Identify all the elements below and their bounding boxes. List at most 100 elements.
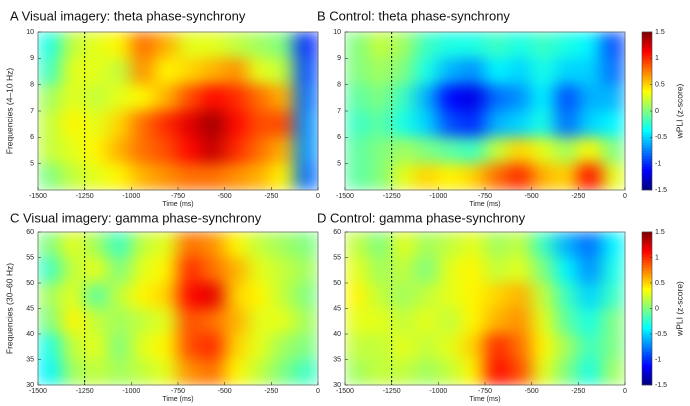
colorbar-swatch bbox=[642, 63, 652, 67]
colorbar-swatch bbox=[642, 313, 652, 317]
heatmap-cell bbox=[271, 110, 295, 138]
colorbar-swatch bbox=[642, 145, 652, 149]
x-tick-label: -500 bbox=[525, 193, 539, 200]
colorbar-swatch bbox=[642, 87, 652, 91]
heatmap-cell bbox=[554, 58, 579, 85]
heatmap-cell bbox=[294, 308, 319, 335]
heatmap-cell bbox=[391, 231, 416, 258]
colorbar-swatch bbox=[642, 277, 652, 281]
heatmap-cell bbox=[508, 308, 532, 335]
heatmap-cell bbox=[61, 58, 85, 85]
heatmap-cell bbox=[438, 282, 462, 309]
heatmap-cell bbox=[224, 359, 249, 386]
colorbar-swatch bbox=[642, 290, 652, 294]
colorbar-swatch bbox=[642, 364, 652, 368]
heatmap-cell bbox=[84, 257, 109, 284]
heatmap-cell bbox=[154, 137, 179, 164]
heatmap-cell bbox=[224, 163, 249, 191]
colorbar-tick-label: 0 bbox=[655, 305, 659, 312]
heatmap-cell bbox=[201, 58, 225, 85]
colorbar-swatch bbox=[642, 131, 652, 135]
heatmap-cell bbox=[414, 58, 439, 85]
heatmap-cell bbox=[461, 333, 486, 360]
colorbar-swatch bbox=[642, 92, 652, 96]
heatmap-cell bbox=[461, 163, 486, 191]
heatmap-cell bbox=[578, 110, 602, 138]
colorbar-swatch bbox=[642, 81, 652, 85]
heatmap-cell bbox=[294, 31, 319, 59]
heatmap-cell bbox=[391, 308, 416, 335]
heatmap-cell bbox=[368, 31, 392, 59]
heatmap-cell bbox=[531, 110, 556, 138]
colorbar-swatch bbox=[642, 176, 652, 180]
colorbar-swatch bbox=[642, 259, 652, 263]
colorbar-swatch bbox=[642, 242, 652, 245]
x-tick-label: -1000 bbox=[122, 388, 140, 395]
heatmap-cell bbox=[247, 282, 272, 309]
heatmap-cell bbox=[508, 58, 532, 85]
colorbar-swatch bbox=[642, 247, 652, 251]
heatmap-cell bbox=[107, 110, 132, 138]
y-axis-label: Frequencies (4–10 Hz) bbox=[4, 68, 14, 155]
colorbar-swatch bbox=[642, 174, 652, 178]
heatmap-cell bbox=[438, 333, 462, 360]
heatmap-cell bbox=[61, 137, 85, 164]
colorbar-swatch bbox=[642, 150, 652, 154]
heatmap-cell bbox=[271, 163, 295, 191]
heatmap-cell bbox=[368, 231, 392, 258]
x-tick-label: -250 bbox=[264, 388, 278, 395]
colorbar-swatch bbox=[642, 184, 652, 188]
heatmap-cell bbox=[531, 333, 556, 360]
colorbar-swatch bbox=[642, 239, 652, 243]
heatmap-cell bbox=[601, 58, 626, 85]
colorbar-swatch bbox=[642, 356, 652, 360]
heatmap-cell bbox=[508, 31, 532, 59]
colorbar-swatch bbox=[642, 39, 652, 43]
heatmap-cell bbox=[61, 110, 85, 138]
heatmap-cell bbox=[271, 333, 295, 360]
colorbar-swatch bbox=[642, 351, 652, 355]
colorbar-swatch bbox=[642, 374, 652, 378]
heatmap-cell bbox=[271, 257, 295, 284]
heatmap-cell bbox=[107, 257, 132, 284]
heatmap-cell bbox=[601, 282, 626, 309]
heatmap-cell bbox=[461, 137, 486, 164]
x-tick-label: -250 bbox=[571, 388, 585, 395]
heatmap-cell bbox=[531, 84, 556, 112]
heatmap-cell bbox=[484, 359, 509, 386]
y-tick-label: 9 bbox=[30, 55, 34, 62]
heatmap-cell bbox=[154, 163, 179, 191]
colorbar-swatch bbox=[642, 298, 652, 302]
heatmap-cell bbox=[37, 308, 62, 335]
colorbar-label: wPLI (z-score) bbox=[674, 281, 684, 337]
heatmap-cell bbox=[84, 84, 109, 112]
heatmap-cell bbox=[391, 110, 416, 138]
panel-title: C Visual imagery: gamma phase-synchrony bbox=[10, 210, 262, 225]
y-tick-label: 35 bbox=[333, 356, 341, 363]
y-tick-label: 60 bbox=[333, 229, 341, 236]
heatmap-cell bbox=[201, 308, 225, 335]
heatmap-cell bbox=[37, 31, 62, 59]
colorbar-swatch bbox=[642, 160, 652, 164]
heatmap-cell bbox=[154, 31, 179, 59]
x-tick-label: -1000 bbox=[122, 193, 140, 200]
heatmap-cell bbox=[368, 257, 392, 284]
x-tick-label: -1250 bbox=[383, 388, 401, 395]
heatmap-cell bbox=[554, 110, 579, 138]
heatmap-cell bbox=[484, 163, 509, 191]
colorbar-swatch bbox=[642, 55, 652, 59]
heatmap-cell bbox=[247, 333, 272, 360]
colorbar-swatch bbox=[642, 382, 652, 386]
colorbar-swatch bbox=[642, 244, 652, 248]
heatmap-cell bbox=[368, 308, 392, 335]
heatmap-cell bbox=[131, 308, 155, 335]
colorbar-swatch bbox=[642, 31, 652, 35]
colorbar-swatch bbox=[642, 331, 652, 335]
y-tick-label: 60 bbox=[26, 229, 34, 236]
colorbar-swatch bbox=[642, 379, 652, 383]
x-axis-label: Time (ms) bbox=[469, 201, 500, 208]
heatmap-cell bbox=[391, 163, 416, 191]
heatmap-cell bbox=[131, 333, 155, 360]
colorbar-swatch bbox=[642, 372, 652, 375]
